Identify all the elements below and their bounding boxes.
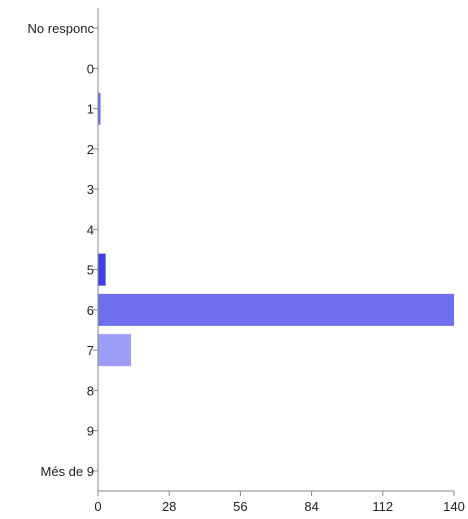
x-tick-label: 56 — [233, 499, 247, 514]
bars-group — [98, 92, 454, 367]
y-tick-label: 1 — [87, 102, 94, 117]
x-tick-label: 28 — [162, 499, 176, 514]
y-tick-label: 7 — [87, 343, 94, 358]
x-tick-label: 140 — [443, 499, 465, 514]
x-tick-label: 0 — [94, 499, 101, 514]
y-tick-label: 3 — [87, 182, 94, 197]
y-tick-label: 5 — [87, 263, 94, 278]
y-axis-ticks: No responc 0 1 2 3 4 5 6 7 8 9 Més de 9 — [28, 21, 98, 479]
bar-7 — [98, 293, 454, 326]
bar-6 — [98, 253, 106, 286]
y-tick-label: No responc — [28, 21, 95, 36]
y-tick-label: Més de 9 — [41, 464, 94, 479]
y-tick-label: 2 — [87, 142, 94, 157]
y-tick-label: 6 — [87, 303, 94, 318]
x-tick-label: 112 — [372, 499, 393, 514]
x-tick-label: 84 — [304, 499, 318, 514]
y-tick-label: 0 — [87, 61, 94, 76]
bar-2 — [98, 92, 101, 125]
y-tick-label: 8 — [87, 383, 94, 398]
x-axis-ticks: 0 28 56 84 112 140 — [94, 491, 465, 514]
y-tick-label: 9 — [87, 424, 94, 439]
y-tick-label: 4 — [87, 222, 94, 237]
bar-8 — [98, 334, 132, 367]
